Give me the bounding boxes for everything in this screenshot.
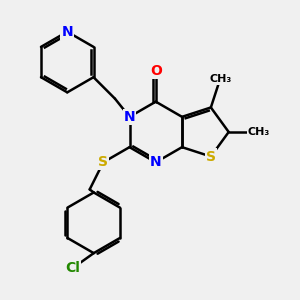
- Text: CH₃: CH₃: [248, 127, 270, 137]
- Text: CH₃: CH₃: [209, 74, 231, 84]
- Text: Cl: Cl: [65, 261, 80, 275]
- Text: S: S: [98, 155, 108, 169]
- Text: S: S: [206, 149, 216, 164]
- Text: N: N: [124, 110, 135, 124]
- Text: N: N: [61, 25, 73, 39]
- Text: O: O: [150, 64, 162, 78]
- Text: N: N: [150, 155, 162, 169]
